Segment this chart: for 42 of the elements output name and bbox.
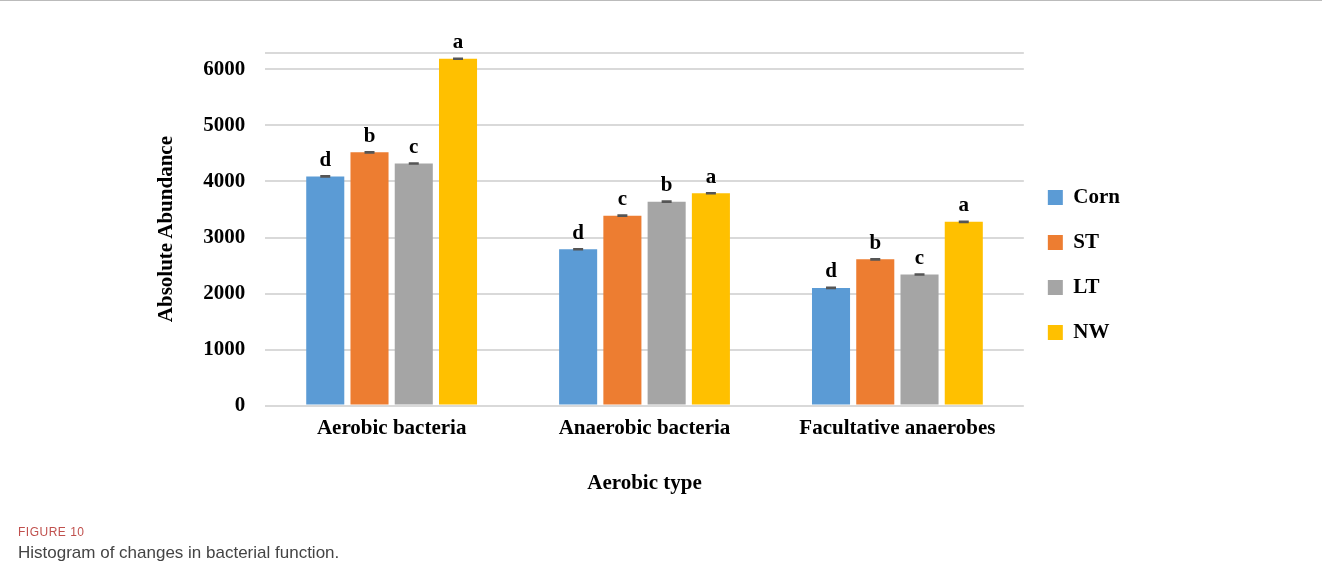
y-tick-label: 4000 bbox=[203, 167, 246, 192]
legend-label: LT bbox=[1073, 273, 1100, 298]
y-axis-title: Absolute Abundance bbox=[153, 136, 178, 323]
y-tick-label: 1000 bbox=[203, 335, 246, 360]
data-label: c bbox=[914, 244, 925, 269]
y-tick-label: 0 bbox=[234, 392, 246, 417]
y-tick-label: 6000 bbox=[203, 55, 246, 80]
data-label: d bbox=[572, 219, 585, 244]
bar bbox=[438, 58, 478, 405]
bar bbox=[559, 249, 598, 405]
y-tick-label: 5000 bbox=[203, 111, 246, 136]
text: Histogram of changes in bacterial function. bbox=[18, 543, 340, 563]
data-label: c bbox=[409, 133, 419, 158]
bar bbox=[811, 287, 851, 405]
x-tick-label: Facultative anaerobes bbox=[799, 414, 996, 439]
x-tick-label: Anaerobic bacteria bbox=[558, 414, 731, 439]
legend-label: ST bbox=[1073, 228, 1100, 253]
bar bbox=[944, 221, 983, 405]
bar bbox=[306, 176, 345, 405]
bar bbox=[647, 201, 686, 405]
legend-label: NW bbox=[1073, 318, 1110, 343]
data-label: d bbox=[319, 146, 332, 171]
data-label: c bbox=[617, 186, 628, 211]
bar bbox=[691, 193, 730, 405]
bar bbox=[394, 163, 433, 405]
x-axis-title: Aerobic type bbox=[587, 469, 702, 494]
data-label: a bbox=[958, 192, 970, 217]
data-label: b bbox=[660, 172, 673, 197]
data-label: a bbox=[705, 163, 717, 188]
data-label: b bbox=[869, 229, 882, 254]
bar bbox=[900, 274, 939, 405]
bar bbox=[350, 152, 389, 405]
data-label: a bbox=[452, 29, 464, 54]
x-tick-label: Aerobic bacteria bbox=[316, 414, 467, 439]
y-tick-label: 2000 bbox=[203, 279, 246, 304]
caption: FIGURE 10 bbox=[18, 525, 86, 539]
legend-label: Corn bbox=[1073, 183, 1121, 208]
bar bbox=[603, 215, 642, 405]
data-label: d bbox=[825, 258, 838, 283]
y-tick-label: 3000 bbox=[203, 223, 246, 248]
bar bbox=[856, 259, 895, 405]
data-label: b bbox=[363, 122, 376, 147]
